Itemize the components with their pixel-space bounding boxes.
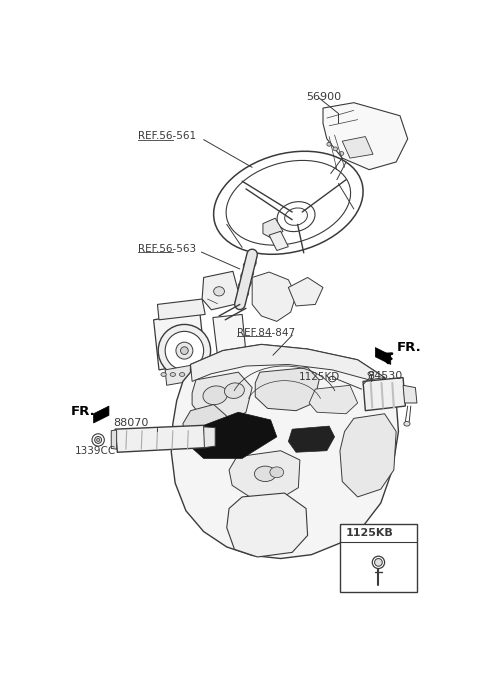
Ellipse shape	[327, 143, 332, 146]
Polygon shape	[363, 378, 406, 411]
Text: REF.84-847: REF.84-847	[237, 327, 295, 337]
Ellipse shape	[225, 383, 244, 398]
Ellipse shape	[92, 434, 104, 446]
Text: 56900: 56900	[306, 92, 341, 102]
Ellipse shape	[180, 347, 188, 354]
Polygon shape	[111, 430, 117, 449]
Text: 84530: 84530	[368, 371, 403, 381]
Ellipse shape	[333, 147, 337, 151]
Ellipse shape	[158, 324, 211, 377]
Polygon shape	[157, 299, 205, 320]
Polygon shape	[252, 272, 296, 321]
Polygon shape	[94, 406, 109, 423]
Polygon shape	[229, 451, 300, 498]
Bar	[340, 524, 417, 592]
Ellipse shape	[241, 269, 253, 280]
Ellipse shape	[339, 151, 344, 155]
Ellipse shape	[203, 386, 228, 405]
Ellipse shape	[254, 466, 276, 481]
Ellipse shape	[404, 421, 410, 426]
Ellipse shape	[165, 331, 204, 370]
Polygon shape	[323, 103, 408, 170]
Ellipse shape	[170, 372, 176, 377]
Ellipse shape	[176, 342, 193, 359]
Ellipse shape	[270, 467, 284, 478]
Ellipse shape	[277, 201, 315, 232]
Ellipse shape	[180, 372, 185, 377]
Polygon shape	[288, 277, 323, 306]
Ellipse shape	[226, 160, 350, 245]
Text: FR.: FR.	[397, 341, 421, 354]
Polygon shape	[403, 385, 417, 403]
Ellipse shape	[161, 372, 166, 377]
Ellipse shape	[96, 439, 100, 441]
Polygon shape	[204, 427, 215, 448]
Text: REF.56-561: REF.56-561	[138, 131, 196, 141]
Text: 1339CC: 1339CC	[75, 446, 116, 456]
Polygon shape	[213, 314, 246, 356]
Ellipse shape	[285, 208, 307, 225]
Text: 1125KB: 1125KB	[346, 528, 394, 537]
Ellipse shape	[372, 556, 384, 569]
Polygon shape	[115, 425, 206, 452]
Polygon shape	[309, 385, 358, 414]
Ellipse shape	[368, 372, 373, 376]
Ellipse shape	[95, 437, 102, 443]
Polygon shape	[288, 426, 335, 452]
Polygon shape	[154, 312, 205, 370]
Polygon shape	[255, 368, 319, 411]
Ellipse shape	[374, 558, 382, 566]
Polygon shape	[342, 137, 373, 158]
Ellipse shape	[214, 287, 225, 296]
Polygon shape	[202, 271, 238, 310]
Polygon shape	[227, 493, 308, 557]
Ellipse shape	[236, 289, 249, 299]
Polygon shape	[171, 345, 398, 558]
Ellipse shape	[214, 151, 363, 254]
Polygon shape	[165, 364, 202, 385]
Polygon shape	[192, 372, 252, 424]
Polygon shape	[340, 414, 396, 497]
Polygon shape	[183, 404, 227, 449]
Ellipse shape	[243, 259, 256, 270]
Ellipse shape	[239, 279, 251, 290]
Text: 88070: 88070	[114, 418, 149, 429]
Text: REF.56-563: REF.56-563	[138, 243, 196, 254]
Polygon shape	[191, 345, 384, 381]
Polygon shape	[263, 218, 283, 239]
Ellipse shape	[329, 377, 336, 382]
Polygon shape	[375, 347, 391, 364]
Polygon shape	[188, 412, 277, 458]
Text: 1125KD: 1125KD	[299, 372, 340, 382]
Text: FR.: FR.	[71, 404, 95, 418]
Polygon shape	[269, 231, 288, 251]
